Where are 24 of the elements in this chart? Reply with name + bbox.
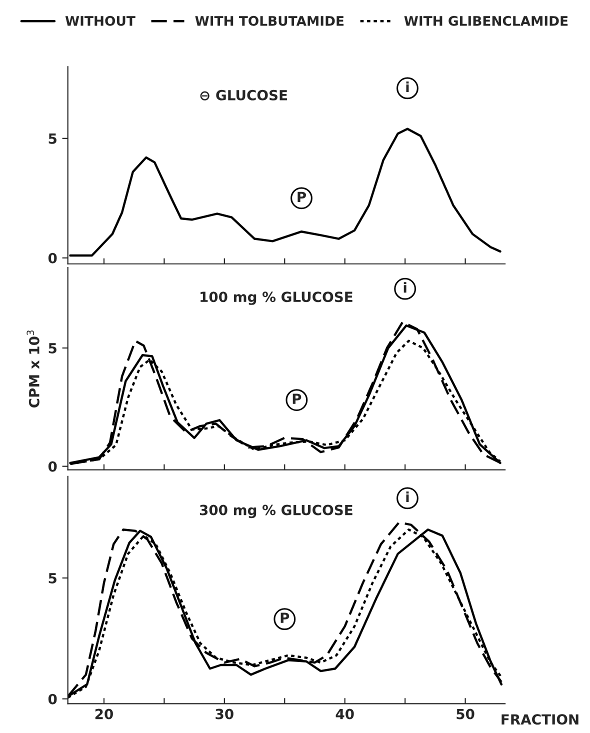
x-tick-label: 50 <box>456 708 474 720</box>
annotation: i <box>404 282 406 293</box>
y-tick-label: 5 <box>48 573 56 584</box>
y-tick-label: 5 <box>48 134 56 144</box>
text: 100 mg % GLUCOSE <box>200 292 352 305</box>
y-tick-label: 0 <box>48 694 57 704</box>
annotation: P <box>298 192 306 202</box>
annotation: P <box>292 394 302 404</box>
x-tick-label: 40 <box>336 708 354 720</box>
y-axis-title: CPM x 10$^{3}$ <box>26 330 40 408</box>
y-tick-label: 5 <box>48 343 56 354</box>
legend-label: WITH TOLBUTAMIDE <box>195 16 344 26</box>
y-tick-label: 0 <box>48 461 57 472</box>
legend-label: WITHOUT <box>65 16 136 26</box>
annotation: i <box>406 491 409 502</box>
text: ⊖ GLUCOSE <box>200 90 287 100</box>
x-tick-label: 30 <box>216 708 234 720</box>
legend-label: WITH GLIBENCLAMIDE <box>404 16 568 26</box>
annotation: i <box>406 81 409 92</box>
y-tick-label: 0 <box>48 252 57 264</box>
annotation: P <box>280 612 290 623</box>
x-axis-title: FRACTION <box>502 714 578 725</box>
x-tick-label: 20 <box>95 708 113 720</box>
text: 300 mg % GLUCOSE <box>200 504 352 518</box>
